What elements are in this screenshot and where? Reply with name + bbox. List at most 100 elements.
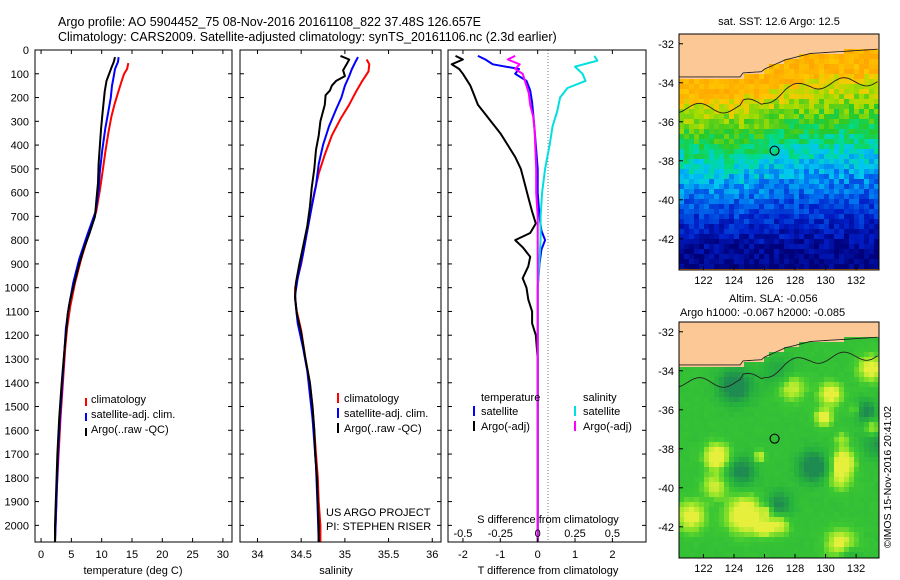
map-cell xyxy=(719,239,725,245)
legend-satellite-label: satellite-adj. clim. xyxy=(344,408,428,420)
map-cell xyxy=(864,254,870,260)
map-cell xyxy=(819,527,825,533)
map-cell xyxy=(689,154,695,160)
map-cell xyxy=(744,417,750,423)
map-cell xyxy=(859,332,865,338)
map-cell xyxy=(694,457,700,463)
map-cell xyxy=(684,64,690,70)
map-cell xyxy=(859,194,865,200)
map-cell xyxy=(854,39,860,45)
map-cell xyxy=(709,537,715,543)
map-cell xyxy=(819,417,825,423)
map-cell xyxy=(819,392,825,398)
map-cell xyxy=(854,259,860,265)
map-cell xyxy=(829,69,835,75)
map-cell xyxy=(824,234,830,240)
map-cell xyxy=(799,114,805,120)
map-cell xyxy=(699,139,705,145)
map-cell xyxy=(689,467,695,473)
map-cell xyxy=(684,472,690,478)
map-cell xyxy=(739,34,745,40)
map-cell xyxy=(769,487,775,493)
map-cell xyxy=(794,482,800,488)
map-cell xyxy=(844,39,850,45)
map-cell xyxy=(744,547,750,553)
map-cell xyxy=(699,532,705,538)
map-cell xyxy=(854,139,860,145)
t-difference-label: T difference from climatology xyxy=(478,565,619,577)
map-cell xyxy=(849,347,855,353)
map-cell xyxy=(789,462,795,468)
map-cell xyxy=(739,209,745,215)
sst-heatmap xyxy=(678,34,880,271)
s-tick-label: 0 xyxy=(535,528,541,540)
map-cell xyxy=(849,144,855,150)
map-cell xyxy=(809,194,815,200)
map-cell xyxy=(859,342,865,348)
map-cell xyxy=(754,427,760,433)
map-cell xyxy=(789,352,795,358)
map-cell xyxy=(684,367,690,373)
map-cell xyxy=(854,387,860,393)
map-cell xyxy=(739,159,745,165)
map-cell xyxy=(744,422,750,428)
map-cell xyxy=(749,347,755,353)
map-x-tick-label: 124 xyxy=(725,275,743,287)
map-cell xyxy=(784,159,790,165)
map-cell xyxy=(774,362,780,368)
map-cell xyxy=(799,144,805,150)
map-cell xyxy=(814,537,820,543)
map-cell xyxy=(804,229,810,235)
map-cell xyxy=(819,497,825,503)
map-cell xyxy=(694,532,700,538)
map-cell xyxy=(739,462,745,468)
map-cell xyxy=(839,467,845,473)
map-cell xyxy=(689,159,695,165)
map-cell xyxy=(784,54,790,60)
map-cell xyxy=(849,139,855,145)
map-cell xyxy=(789,194,795,200)
map-cell xyxy=(819,79,825,85)
map-cell xyxy=(784,517,790,523)
map-cell xyxy=(859,74,865,80)
map-cell xyxy=(704,204,710,210)
map-cell xyxy=(804,34,810,40)
map-cell xyxy=(849,392,855,398)
map-cell xyxy=(779,34,785,40)
map-cell xyxy=(799,184,805,190)
map-cell xyxy=(684,49,690,55)
map-cell xyxy=(814,84,820,90)
map-cell xyxy=(734,184,740,190)
map-cell xyxy=(814,239,820,245)
map-cell xyxy=(849,84,855,90)
map-cell xyxy=(709,184,715,190)
map-cell xyxy=(844,502,850,508)
map-cell xyxy=(714,327,720,333)
map-cell xyxy=(824,139,830,145)
map-cell xyxy=(809,244,815,250)
map-cell xyxy=(809,254,815,260)
map-cell xyxy=(684,417,690,423)
map-cell xyxy=(839,357,845,363)
map-cell xyxy=(704,44,710,50)
map-cell xyxy=(854,69,860,75)
map-cell xyxy=(864,244,870,250)
map-cell xyxy=(759,119,765,125)
map-x-tick-label: 132 xyxy=(847,563,865,575)
map-cell xyxy=(814,512,820,518)
map-cell xyxy=(784,392,790,398)
map-y-tick-label: -40 xyxy=(658,483,674,495)
map-cell xyxy=(839,209,845,215)
map-cell xyxy=(854,402,860,408)
map-cell xyxy=(794,214,800,220)
map-cell xyxy=(804,457,810,463)
map-cell xyxy=(834,159,840,165)
map-cell xyxy=(789,432,795,438)
map-cell xyxy=(874,452,880,458)
map-cell xyxy=(784,427,790,433)
map-cell xyxy=(849,377,855,383)
map-cell xyxy=(859,447,865,453)
map-cell xyxy=(699,522,705,528)
map-cell xyxy=(854,392,860,398)
map-cell xyxy=(789,254,795,260)
